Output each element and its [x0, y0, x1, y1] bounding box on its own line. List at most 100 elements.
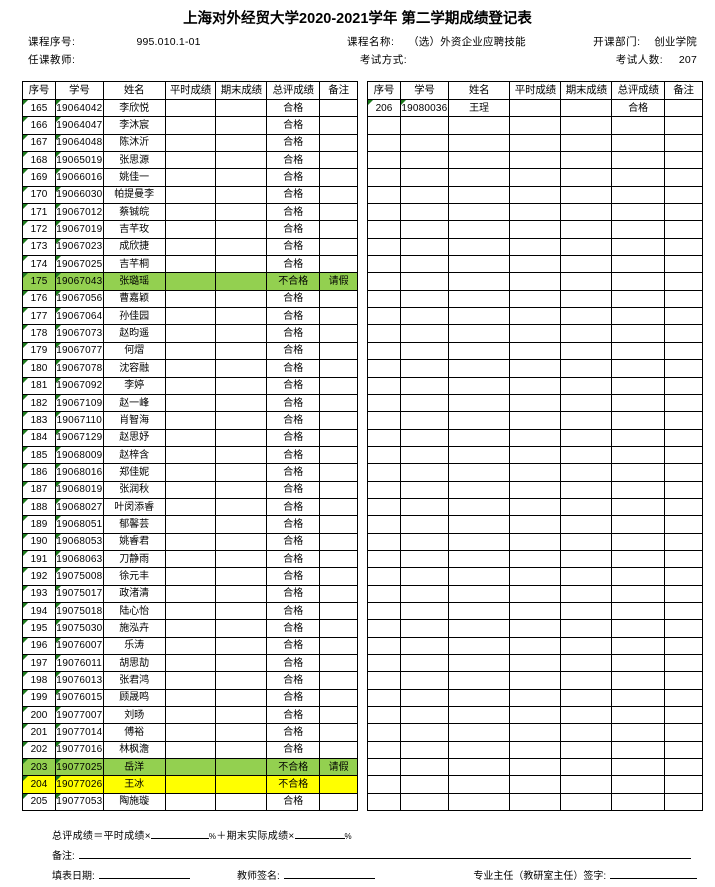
cell-final-score[interactable] — [215, 151, 268, 170]
cell-empty[interactable] — [399, 272, 449, 291]
cell-empty[interactable] — [447, 255, 511, 274]
cell-empty[interactable] — [664, 428, 703, 447]
cell-usual-score[interactable] — [164, 428, 217, 447]
cell-remark[interactable] — [319, 203, 358, 222]
cell-empty[interactable] — [399, 463, 449, 482]
cell-empty[interactable] — [611, 549, 666, 569]
cell-empty[interactable] — [447, 567, 511, 586]
cell-empty[interactable] — [611, 411, 666, 430]
cell-usual-score[interactable] — [164, 98, 217, 118]
cell-empty[interactable] — [399, 185, 449, 205]
cell-empty[interactable] — [664, 688, 703, 708]
cell-empty[interactable] — [509, 584, 562, 603]
cell-empty[interactable] — [611, 116, 666, 135]
cell-empty[interactable] — [367, 532, 401, 551]
cell-final-score[interactable] — [215, 185, 268, 205]
cell-empty[interactable] — [367, 549, 401, 569]
fill-date-blank[interactable] — [98, 868, 190, 880]
cell-empty[interactable] — [447, 393, 511, 413]
cell-empty[interactable] — [399, 376, 449, 395]
cell-empty[interactable] — [560, 549, 613, 569]
cell-empty[interactable] — [560, 411, 613, 430]
cell-empty[interactable] — [560, 567, 613, 586]
cell-final-score[interactable] — [215, 341, 268, 361]
cell-remark[interactable] — [319, 133, 358, 153]
cell-usual-score[interactable] — [164, 324, 217, 343]
cell-empty[interactable] — [611, 203, 666, 222]
cell-empty[interactable] — [367, 272, 401, 291]
cell-empty[interactable] — [560, 133, 613, 153]
cell-empty[interactable] — [509, 411, 562, 430]
cell-usual-score[interactable] — [164, 411, 217, 430]
cell-usual-score[interactable] — [164, 775, 217, 794]
cell-total-score[interactable]: 合格 — [266, 792, 321, 812]
cell-usual-score[interactable] — [164, 532, 217, 551]
cell-empty[interactable] — [447, 723, 511, 742]
cell-empty[interactable] — [664, 619, 703, 638]
cell-remark[interactable] — [319, 636, 358, 656]
cell-empty[interactable] — [611, 272, 666, 291]
cell-empty[interactable] — [399, 671, 449, 690]
cell-total-score[interactable]: 合格 — [266, 185, 321, 205]
cell-remark[interactable] — [319, 775, 358, 794]
cell-empty[interactable] — [664, 636, 703, 656]
cell-total-score[interactable]: 合格 — [266, 445, 321, 465]
cell-remark[interactable] — [319, 706, 358, 725]
cell-empty[interactable] — [447, 740, 511, 760]
cell-total-score[interactable]: 合格 — [266, 636, 321, 656]
cell-empty[interactable] — [399, 324, 449, 343]
cell-total-score[interactable]: 合格 — [266, 601, 321, 621]
cell-remark[interactable] — [319, 532, 358, 551]
cell-empty[interactable] — [399, 359, 449, 378]
cell-remark[interactable] — [319, 376, 358, 395]
cell-empty[interactable] — [399, 549, 449, 569]
cell-remark[interactable] — [319, 723, 358, 742]
cell-usual-score[interactable] — [164, 758, 217, 777]
cell-empty[interactable] — [664, 307, 703, 326]
cell-empty[interactable] — [447, 376, 511, 395]
cell-empty[interactable] — [664, 497, 703, 517]
cell-final-score[interactable] — [215, 515, 268, 534]
cell-empty[interactable] — [367, 411, 401, 430]
cell-empty[interactable] — [447, 688, 511, 708]
cell-empty[interactable] — [367, 168, 401, 187]
cell-empty[interactable] — [664, 272, 703, 291]
cell-empty[interactable] — [367, 775, 401, 794]
cell-empty[interactable] — [367, 220, 401, 239]
cell-empty[interactable] — [367, 393, 401, 413]
cell-usual-score[interactable] — [164, 723, 217, 742]
cell-empty[interactable] — [611, 185, 666, 205]
cell-empty[interactable] — [447, 706, 511, 725]
cell-empty[interactable] — [367, 237, 401, 257]
cell-empty[interactable] — [560, 515, 613, 534]
cell-empty[interactable] — [560, 619, 613, 638]
cell-remark[interactable] — [319, 601, 358, 621]
cell-final-score[interactable] — [215, 549, 268, 569]
cell-empty[interactable] — [509, 480, 562, 499]
cell-empty[interactable] — [509, 636, 562, 656]
cell-empty[interactable] — [447, 428, 511, 447]
cell-total-score[interactable]: 合格 — [266, 168, 321, 187]
cell-empty[interactable] — [509, 324, 562, 343]
cell-remark[interactable] — [319, 549, 358, 569]
cell-empty[interactable] — [447, 549, 511, 569]
cell-empty[interactable] — [447, 220, 511, 239]
cell-empty[interactable] — [447, 636, 511, 656]
cell-empty[interactable] — [560, 775, 613, 794]
cell-empty[interactable] — [509, 463, 562, 482]
cell-remark[interactable] — [319, 567, 358, 586]
cell-empty[interactable] — [509, 688, 562, 708]
cell-empty[interactable] — [611, 237, 666, 257]
cell-empty[interactable] — [611, 168, 666, 187]
cell-empty[interactable] — [447, 601, 511, 621]
cell-empty[interactable] — [367, 289, 401, 309]
cell-empty[interactable] — [611, 584, 666, 603]
cell-empty[interactable] — [509, 376, 562, 395]
cell-empty[interactable] — [447, 584, 511, 603]
cell-empty[interactable] — [611, 255, 666, 274]
cell-empty[interactable] — [367, 584, 401, 603]
cell-usual-score[interactable] — [164, 185, 217, 205]
cell-final-score[interactable] — [215, 601, 268, 621]
cell-empty[interactable] — [664, 289, 703, 309]
cell-empty[interactable] — [664, 237, 703, 257]
